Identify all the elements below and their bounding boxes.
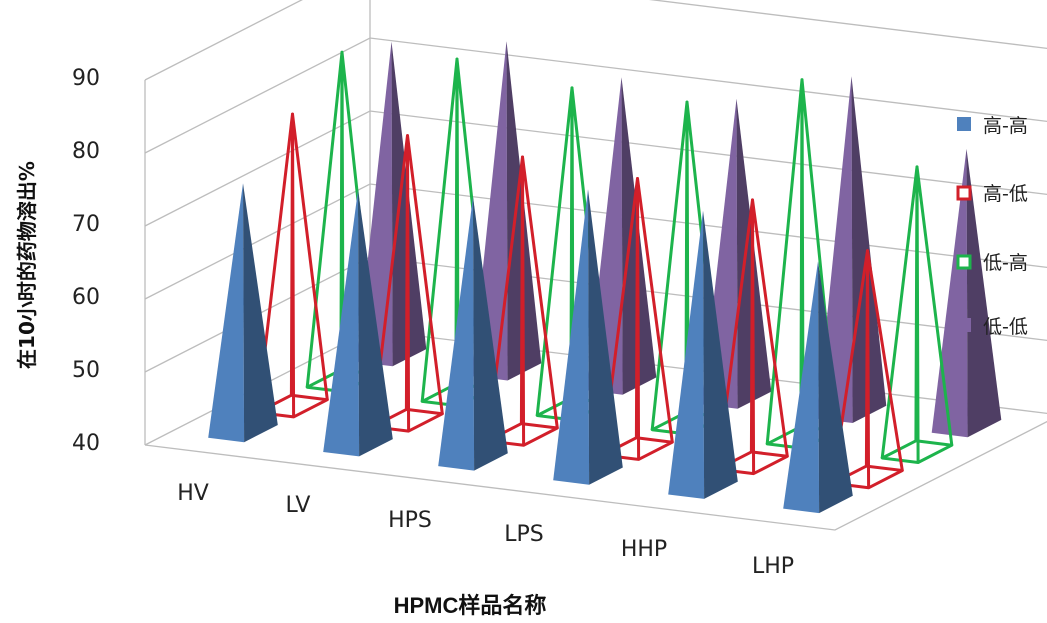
- pyramid-layer: [208, 41, 1002, 514]
- pyramid-side-face: [818, 261, 853, 514]
- pyramid-高-低-HV: [256, 112, 329, 419]
- legend-swatch-低-高: [956, 254, 972, 270]
- category-label: HHP: [621, 537, 667, 562]
- gridline: [144, 0, 1047, 81]
- pyramid-side-face: [851, 76, 887, 424]
- legend-label: 低-低: [983, 316, 1028, 338]
- category-label: HPS: [388, 508, 432, 533]
- y-tick-label: 80: [72, 139, 100, 164]
- pyramid-back-edges: [634, 177, 674, 443]
- grid-layer: [144, 0, 1047, 531]
- legend-label: 低-高: [983, 252, 1028, 274]
- legend-label: 高-低: [983, 183, 1028, 205]
- pyramid-front-face: [783, 261, 820, 514]
- pyramid-side-face: [588, 189, 623, 485]
- pyramid-back-edges: [519, 155, 559, 429]
- x-axis-categories: HV LV HPS LPS HHP LHP: [177, 481, 794, 579]
- category-label: LV: [286, 493, 311, 518]
- pyramid-高-高-LV: [323, 190, 393, 457]
- pyramid-front-edges: [880, 165, 920, 463]
- y-tick-label: 60: [72, 285, 100, 310]
- pyramid-side-face: [358, 190, 393, 457]
- pyramid-高-高-HV: [208, 183, 278, 443]
- pyramid-高-低-LV: [371, 134, 444, 433]
- legend-label: 高-高: [983, 115, 1028, 137]
- x-axis-title: HPMC样品名称: [394, 593, 547, 618]
- category-label: HV: [177, 481, 209, 506]
- category-label: LPS: [504, 522, 544, 547]
- category-label: LHP: [752, 554, 794, 579]
- pyramid-back-edges: [404, 134, 444, 414]
- floor-edge: [144, 420, 1047, 531]
- legend-swatch-低-低: [957, 318, 971, 332]
- legend: 高-高 高-低 低-高 低-低: [956, 115, 1028, 338]
- pyramid-back-edges: [864, 249, 904, 471]
- pyramid-高-高-HPS: [438, 196, 508, 471]
- pyramid-高-低-LHP: [831, 249, 904, 490]
- y-tick-label: 90: [72, 66, 100, 91]
- pyramid-高-高-LPS: [553, 189, 623, 485]
- pyramid-高-高-LHP: [783, 261, 853, 514]
- gridline: [144, 37, 1047, 154]
- pyramid-back-edges: [914, 165, 954, 446]
- legend-swatch-高-低: [956, 185, 972, 201]
- pyramid-side-face: [243, 183, 278, 443]
- pyramid-front-edges: [765, 78, 805, 449]
- pyramid-back-edges: [289, 112, 329, 400]
- pyramid-front-edges: [305, 50, 345, 392]
- pyramid-front-face: [208, 183, 245, 443]
- pyramid-高-低-LPS: [601, 177, 674, 461]
- pyramid-front-face: [668, 210, 705, 499]
- pyramid-side-face: [703, 210, 738, 499]
- pyramid-front-edges: [420, 57, 460, 406]
- pyramid-front-face: [438, 196, 475, 471]
- y-tick-label: 40: [72, 431, 100, 456]
- y-axis-title: 在10小时的药物溶出%: [15, 161, 39, 369]
- pyramid-front-face: [553, 189, 590, 485]
- y-tick-label: 50: [72, 358, 100, 383]
- pyramid-低-高-LHP: [880, 165, 954, 464]
- pyramid-高-低-HHP: [716, 198, 789, 476]
- y-tick-label: 70: [72, 212, 100, 237]
- pyramid-back-edges: [749, 198, 789, 457]
- pyramid-高-高-HHP: [668, 210, 738, 499]
- y-axis-ticks: 40 50 60 70 80 90: [72, 66, 100, 456]
- pyramid-side-face: [966, 148, 1002, 438]
- legend-swatch-高-高: [957, 117, 971, 131]
- pyramid-高-低-HPS: [486, 155, 559, 447]
- pyramid-side-face: [473, 196, 508, 471]
- pyramid-front-face: [323, 190, 360, 457]
